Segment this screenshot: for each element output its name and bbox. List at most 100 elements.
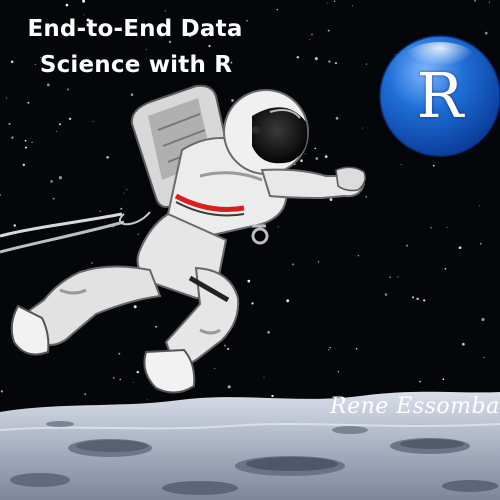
star bbox=[34, 64, 36, 66]
star bbox=[24, 146, 27, 149]
star bbox=[304, 153, 306, 155]
star bbox=[137, 233, 139, 235]
star bbox=[145, 48, 148, 51]
star bbox=[65, 3, 69, 7]
star bbox=[230, 61, 233, 64]
star bbox=[317, 261, 320, 263]
title-line-2: Science with R bbox=[39, 52, 233, 78]
star bbox=[92, 121, 94, 123]
star bbox=[84, 393, 87, 396]
star bbox=[276, 8, 279, 11]
star bbox=[251, 302, 254, 305]
star bbox=[227, 347, 230, 350]
star bbox=[389, 276, 391, 278]
star bbox=[286, 299, 290, 303]
star bbox=[335, 116, 339, 120]
star bbox=[481, 317, 485, 322]
star bbox=[400, 164, 402, 166]
star bbox=[267, 330, 271, 334]
star bbox=[67, 88, 69, 91]
star bbox=[271, 394, 274, 398]
star bbox=[292, 263, 295, 266]
star bbox=[329, 198, 333, 201]
star bbox=[231, 99, 234, 102]
star bbox=[488, 1, 491, 3]
star bbox=[8, 122, 11, 126]
star bbox=[99, 210, 101, 212]
r-logo-letter: R bbox=[416, 59, 464, 132]
star bbox=[0, 193, 2, 196]
star bbox=[430, 227, 432, 229]
author-signature: Rene Essomba bbox=[330, 394, 500, 419]
star bbox=[82, 0, 86, 3]
star bbox=[46, 83, 50, 87]
r-logo-icon bbox=[379, 35, 500, 157]
star bbox=[120, 207, 123, 210]
star bbox=[73, 66, 75, 68]
star bbox=[208, 44, 211, 48]
star bbox=[189, 35, 192, 38]
star bbox=[119, 378, 121, 381]
star bbox=[123, 192, 125, 194]
star bbox=[357, 254, 360, 257]
star bbox=[31, 141, 33, 143]
star bbox=[218, 28, 222, 32]
star bbox=[296, 56, 300, 59]
star bbox=[446, 226, 448, 228]
star bbox=[6, 97, 8, 99]
star bbox=[130, 93, 134, 96]
star bbox=[474, 0, 476, 2]
star bbox=[11, 136, 14, 139]
star bbox=[164, 10, 166, 12]
star bbox=[315, 157, 319, 160]
star bbox=[50, 180, 53, 183]
star bbox=[444, 267, 447, 270]
star bbox=[133, 305, 137, 309]
star bbox=[361, 127, 363, 129]
star bbox=[432, 164, 435, 167]
star bbox=[311, 33, 313, 36]
star bbox=[480, 242, 482, 245]
star bbox=[132, 382, 134, 384]
star bbox=[355, 347, 358, 350]
star bbox=[351, 5, 353, 7]
star bbox=[126, 189, 128, 191]
star bbox=[168, 40, 172, 44]
star bbox=[227, 385, 231, 389]
star bbox=[277, 226, 279, 228]
star bbox=[40, 56, 42, 59]
star bbox=[86, 18, 90, 22]
star bbox=[24, 139, 27, 142]
star bbox=[334, 62, 338, 65]
star bbox=[328, 348, 330, 351]
star bbox=[309, 39, 311, 41]
star bbox=[27, 101, 30, 104]
star bbox=[442, 378, 445, 381]
star bbox=[52, 197, 55, 200]
star bbox=[328, 60, 331, 63]
star bbox=[423, 299, 426, 302]
star bbox=[106, 156, 109, 159]
star bbox=[58, 123, 61, 126]
star bbox=[214, 367, 216, 369]
star bbox=[384, 293, 388, 296]
star bbox=[484, 31, 488, 35]
star bbox=[155, 325, 158, 328]
star bbox=[118, 352, 121, 355]
star bbox=[314, 57, 318, 61]
star bbox=[91, 262, 93, 264]
star bbox=[55, 130, 57, 132]
star bbox=[13, 224, 16, 227]
star bbox=[411, 296, 415, 299]
star bbox=[479, 205, 481, 207]
star bbox=[416, 297, 419, 301]
star bbox=[136, 370, 139, 374]
star bbox=[58, 176, 62, 180]
star bbox=[326, 2, 328, 4]
star bbox=[83, 14, 85, 16]
star bbox=[406, 244, 409, 247]
star bbox=[458, 246, 462, 250]
star bbox=[68, 117, 72, 120]
